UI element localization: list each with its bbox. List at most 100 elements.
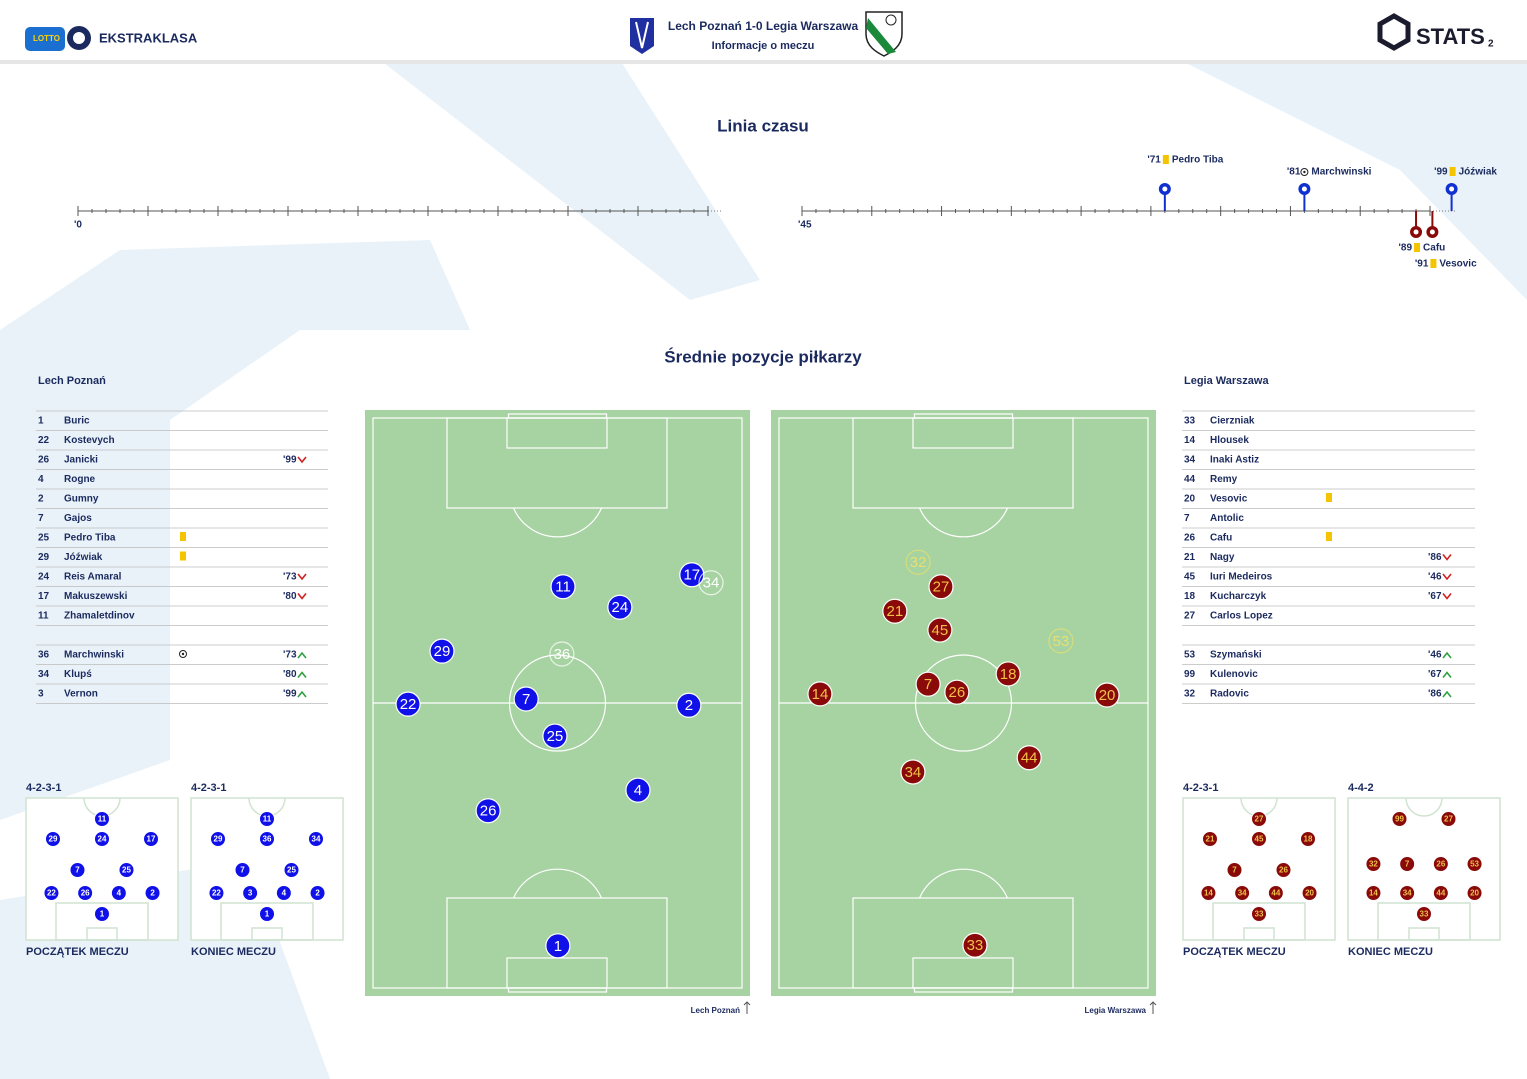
player-dot <box>905 549 931 575</box>
formation-number: 7 <box>1405 860 1410 869</box>
sub-out-arrow <box>297 593 307 600</box>
player-name: Cierzniak <box>1210 416 1255 427</box>
formation-dot <box>1365 856 1382 872</box>
event-player: Jóźwiak <box>1459 167 1498 178</box>
formation-dot <box>1300 831 1316 847</box>
event-minute: '71 <box>1147 155 1161 166</box>
formation-number: 36 <box>263 835 272 844</box>
formation-number: 99 <box>1395 815 1404 824</box>
player-name: Janicki <box>64 455 98 466</box>
player-number: 22 <box>38 435 50 446</box>
player-name: Szymański <box>1210 650 1262 661</box>
player-name: Makuszewski <box>64 591 128 602</box>
stats-logo <box>1377 13 1411 51</box>
player-name: Antolic <box>1210 513 1244 524</box>
player-name: Vesovic <box>1210 494 1248 505</box>
formation-number: 1 <box>100 910 105 919</box>
player-dot-number: 4 <box>634 782 642 799</box>
player-number: 53 <box>1184 650 1196 661</box>
sub-minute: '67 <box>1428 591 1442 602</box>
goal-icon <box>181 652 185 656</box>
player-dot-number: 24 <box>612 599 629 616</box>
player-dot-number: 22 <box>400 696 417 713</box>
formation-dot <box>94 831 110 847</box>
match-subtitle: Informacje o meczu <box>712 40 815 52</box>
formation-number: 4 <box>117 889 122 898</box>
player-dot <box>928 574 954 600</box>
formation-number: 22 <box>212 889 221 898</box>
formation-dot <box>283 862 300 878</box>
formation-caption: POCZĄTEK MECZU <box>26 946 129 958</box>
sub-in-arrow <box>1442 690 1452 698</box>
player-number: 44 <box>1184 474 1196 485</box>
formation-number: 27 <box>1255 815 1264 824</box>
event-pin-dot <box>1413 229 1419 235</box>
sub-minute: '86 <box>1428 552 1442 563</box>
player-dot-number: 17 <box>683 567 700 584</box>
player-name: Cafu <box>1210 533 1232 544</box>
formation-dot <box>1466 885 1483 901</box>
event-minute: '99 <box>1434 167 1448 178</box>
player-dot-number: 20 <box>1099 687 1116 704</box>
pitch-line <box>914 654 1013 752</box>
pitch-team-label: Legia Warszawa <box>1084 1006 1146 1015</box>
player-number: 32 <box>1184 689 1196 700</box>
player-dot-number: 32 <box>910 554 927 571</box>
pitch-line <box>918 507 1009 538</box>
player-dot-number: 53 <box>1053 633 1070 650</box>
player-name: Iuri Medeiros <box>1210 572 1273 583</box>
yellow-card <box>1162 155 1169 164</box>
player-name: Carlos Lopez <box>1210 611 1273 622</box>
formation-dot <box>1301 885 1318 901</box>
formation-number: 25 <box>287 866 296 875</box>
player-number: 11 <box>38 611 49 622</box>
formation-number: 11 <box>98 815 107 824</box>
yellow-card <box>180 532 186 541</box>
formation-dot <box>94 811 110 827</box>
player-dot <box>542 723 568 749</box>
player-dot-number: 7 <box>924 676 932 693</box>
formation-caption: KONIEC MECZU <box>1348 946 1433 958</box>
sub-minute: '73 <box>283 572 297 583</box>
ekstraklasa-logo <box>25 26 91 51</box>
player-name: Nagy <box>1210 552 1235 563</box>
player-dot <box>995 661 1021 687</box>
sub-minute: '80 <box>283 669 297 680</box>
mini-pitch-line <box>251 927 283 941</box>
formation-label: 4-4-2 <box>1348 782 1374 794</box>
sub-in-arrow <box>1442 671 1452 678</box>
player-dot-number: 29 <box>434 643 451 660</box>
event-player: Vesovic <box>1439 259 1477 270</box>
sub-minute: '46 <box>1428 650 1442 661</box>
formation-dot <box>77 885 94 901</box>
formation-number: 14 <box>1369 889 1378 898</box>
player-number: 34 <box>38 669 50 680</box>
formation-number: 1 <box>265 910 270 919</box>
half-label: '45 <box>798 220 812 231</box>
formation-number: 20 <box>1470 889 1479 898</box>
player-number: 3 <box>38 689 44 700</box>
player-dot-number: 34 <box>703 575 720 592</box>
pitch-line <box>512 507 603 538</box>
formation-dot <box>1275 862 1292 878</box>
formation-number: 7 <box>75 866 80 875</box>
formation-dot <box>144 885 161 901</box>
formation-dot <box>110 885 127 901</box>
formation-number: 11 <box>263 815 272 824</box>
player-name: Kostevych <box>64 435 115 446</box>
event-pin-dot <box>1429 229 1435 235</box>
formation-dot <box>1202 831 1218 847</box>
formation-dot <box>1416 906 1432 922</box>
formation-number: 45 <box>1255 835 1264 844</box>
player-name: Inaki Astiz <box>1210 455 1259 466</box>
formation-dot <box>210 831 226 847</box>
formation-dot <box>1251 906 1267 922</box>
player-dot <box>1016 745 1042 771</box>
formation-dot <box>43 885 60 901</box>
player-name: Pedro Tiba <box>64 533 116 544</box>
player-number: 20 <box>1184 494 1196 505</box>
event-player: Marchwinski <box>1311 167 1371 178</box>
formation-dot <box>94 906 110 922</box>
